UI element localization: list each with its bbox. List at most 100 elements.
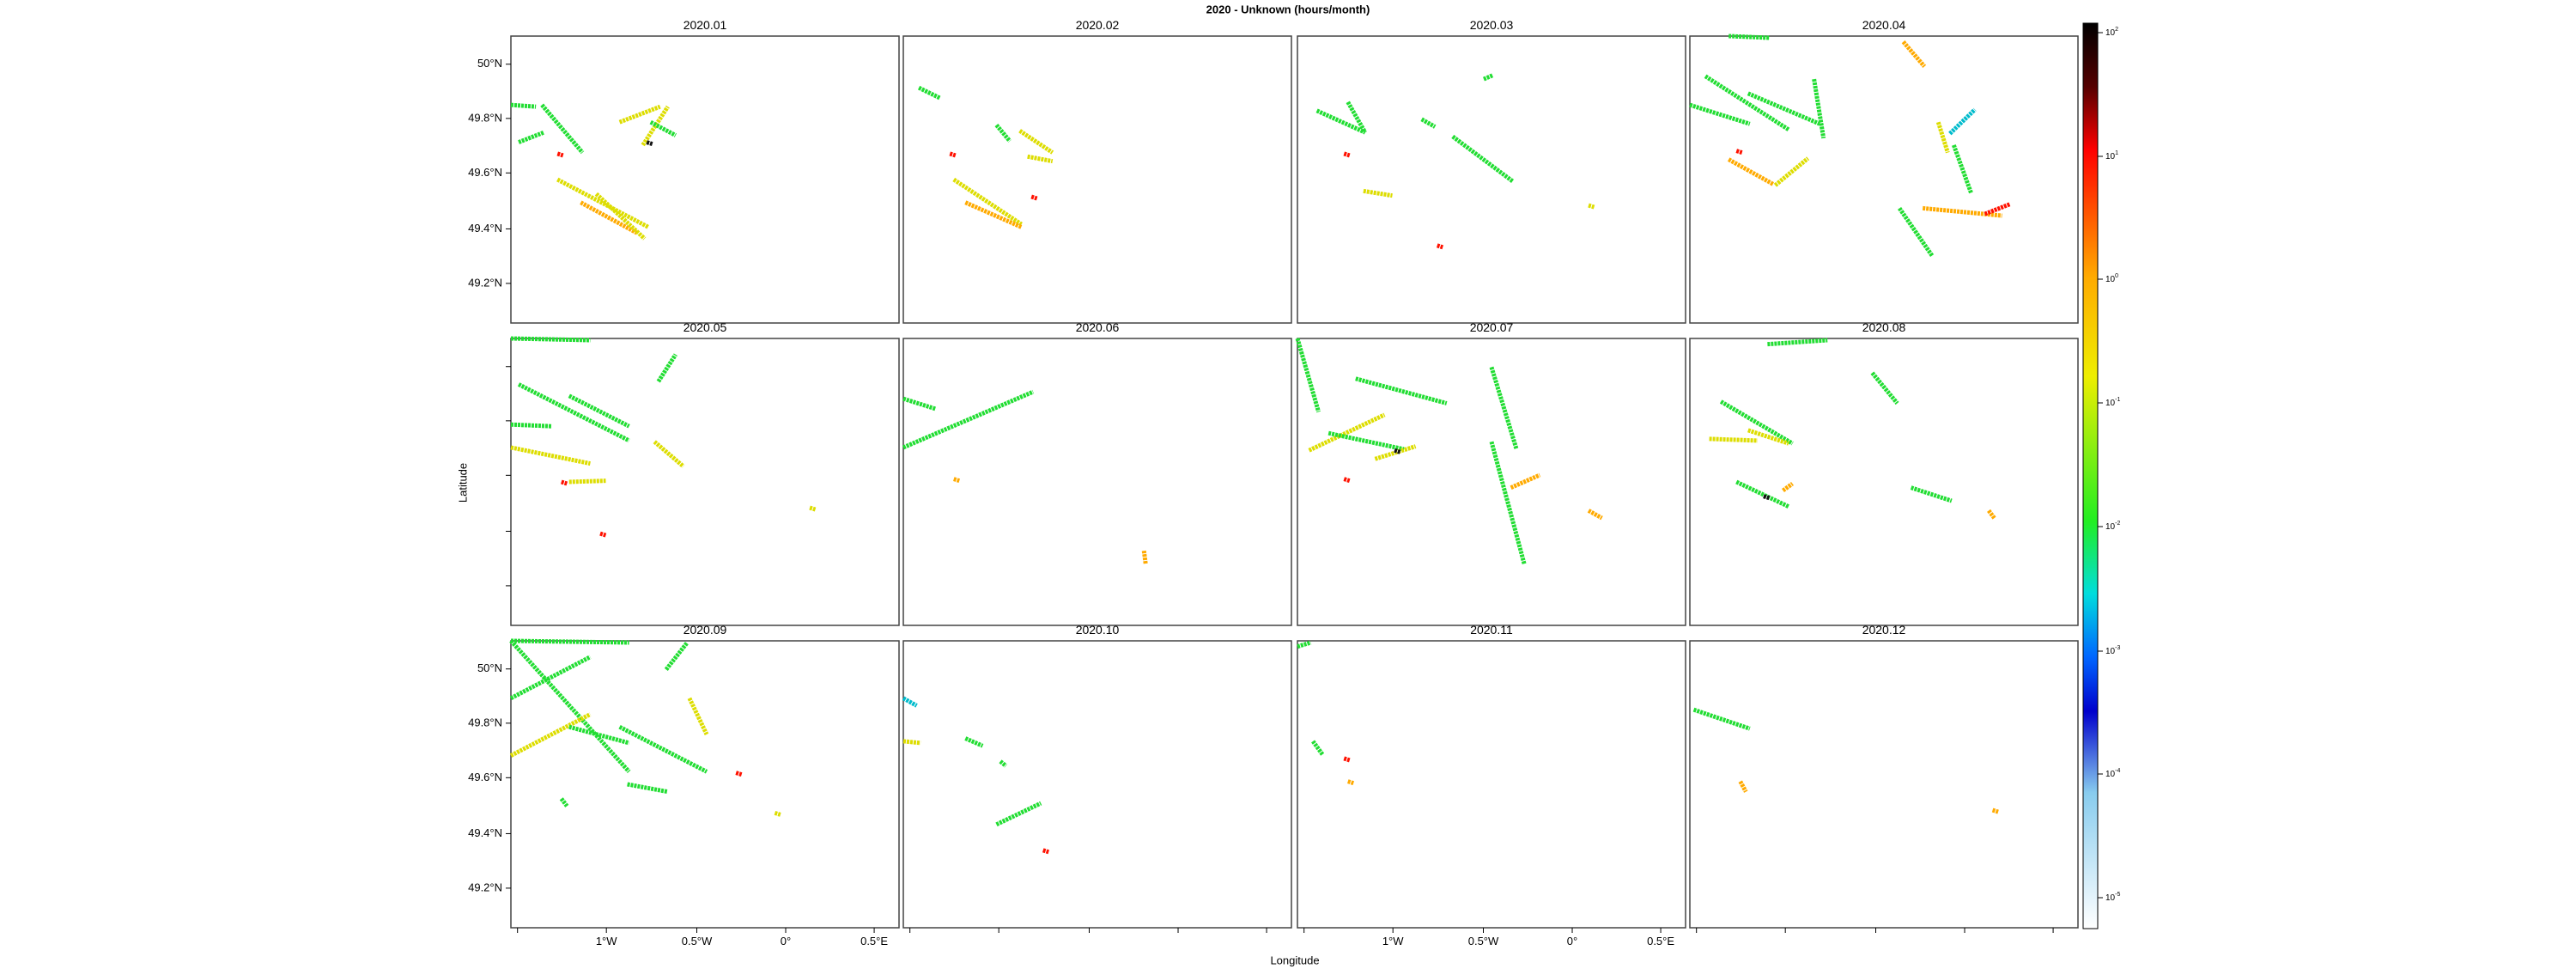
vessel-track	[1295, 338, 1321, 413]
vessel-track	[1489, 366, 1519, 450]
colorbar-label: 10-5	[2105, 892, 2120, 903]
vessel-track	[1984, 202, 2011, 216]
vessel-track	[1767, 338, 1828, 347]
vessel-track	[568, 724, 630, 746]
panel-title: 2020.05	[683, 320, 727, 334]
panel-frame	[1689, 640, 2079, 929]
vessel-track	[1394, 448, 1401, 454]
colorbar-label-base: 10	[2105, 28, 2116, 38]
vessel-track	[1327, 430, 1405, 452]
vessel-track	[1311, 740, 1325, 756]
colorbar-label-base: 10	[2105, 522, 2116, 532]
vessel-track	[902, 389, 1035, 450]
panel-frame	[1297, 35, 1686, 324]
vessel-track	[646, 140, 653, 146]
vessel-track	[964, 736, 984, 748]
vessel-track	[774, 811, 781, 817]
vessel-track	[1018, 129, 1054, 155]
x-tick-label: 1°W	[1382, 935, 1404, 948]
vessel-track	[1489, 441, 1527, 565]
y-tick-label: 49.8°N	[468, 111, 502, 124]
vessel-track	[1343, 756, 1351, 763]
panel-title: 2020.03	[1470, 18, 1514, 32]
panel-title: 2020.09	[683, 623, 727, 637]
vessel-track	[1727, 157, 1775, 186]
vessel-track	[1027, 154, 1054, 164]
colorbar-label-base: 10	[2105, 893, 2116, 903]
vessel-track	[1763, 494, 1771, 501]
y-tick-label: 49.6°N	[468, 166, 502, 179]
panel-frame	[1297, 338, 1686, 626]
vessel-track	[1347, 779, 1355, 786]
panel: 2020.10	[902, 623, 1292, 933]
vessel-track	[1689, 102, 1751, 126]
vessel-track	[1782, 481, 1794, 493]
y-tick-label: 50°N	[477, 57, 502, 70]
colorbar-label-exp: -3	[2115, 645, 2120, 651]
panel: 2020.05	[506, 320, 900, 626]
vessel-track	[649, 119, 677, 137]
vessel-track	[1355, 376, 1448, 405]
x-tick-label: 0.5°W	[682, 935, 713, 948]
panel-frame	[1689, 338, 2079, 626]
vessel-track	[1735, 479, 1790, 509]
panel-title: 2020.02	[1076, 18, 1120, 32]
y-tick-label: 49.4°N	[468, 222, 502, 235]
x-tick-label: 0.5°E	[1647, 935, 1674, 948]
vessel-track	[1587, 509, 1603, 521]
colorbar-label-base: 10	[2105, 275, 2116, 284]
colorbar-label-exp: 2	[2115, 27, 2118, 33]
x-tick-label: 0.5°E	[860, 935, 888, 948]
colorbar-label-base: 10	[2105, 647, 2116, 656]
vessel-track	[1948, 107, 1977, 136]
vessel-track	[518, 130, 545, 144]
vessel-track	[1510, 472, 1541, 490]
vessel-track	[618, 104, 661, 125]
colorbar-label: 10-2	[2105, 521, 2120, 532]
vessel-track	[1709, 436, 1758, 443]
panel-title: 2020.07	[1470, 320, 1514, 334]
x-tick-label: 0°	[781, 935, 791, 948]
vessel-track	[1747, 428, 1789, 446]
panel: 2020.01 50°N 49.8°N 49.6°N 49.4°N 49.2°N	[468, 18, 900, 324]
panel-frame	[510, 640, 900, 929]
vessel-track	[999, 759, 1008, 768]
panel: 2020.02	[902, 18, 1292, 324]
vessel-track	[510, 638, 629, 645]
vessel-track	[1987, 509, 1996, 520]
colorbar-label-exp: -4	[2115, 768, 2120, 774]
panel: 2020.04	[1689, 18, 2079, 324]
vessel-track	[1952, 144, 1973, 194]
vessel-track	[510, 336, 591, 343]
vessel-track	[509, 655, 592, 701]
vessel-track	[540, 103, 585, 155]
vessel-track	[1898, 206, 1935, 258]
vessel-track	[1343, 477, 1351, 484]
vessel-track	[510, 445, 591, 466]
vessel-track	[1315, 108, 1366, 135]
figure-title: 2020 - Unknown (hours/month)	[1206, 3, 1370, 15]
panel-title: 2020.10	[1076, 623, 1120, 637]
panel-title: 2020.01	[683, 18, 727, 32]
x-tick-label: 0°	[1567, 935, 1577, 948]
vessel-track	[594, 192, 647, 241]
vessel-track	[1346, 101, 1368, 134]
vessel-track	[1773, 156, 1810, 187]
vessel-track	[1935, 121, 1950, 154]
vessel-track	[1588, 203, 1595, 210]
y-axis-label: Latitude	[456, 463, 469, 503]
panel-title: 2020.08	[1862, 320, 1906, 334]
panel-title: 2020.11	[1470, 623, 1513, 637]
vessel-track	[1343, 151, 1351, 158]
y-tick-label: 49.6°N	[468, 771, 502, 783]
x-tick-label: 0.5°W	[1468, 935, 1499, 948]
vessel-track	[917, 85, 941, 101]
vessel-track	[687, 697, 709, 735]
vessel-track	[1910, 485, 1953, 503]
colorbar-label-exp: 1	[2115, 150, 2118, 156]
vessel-track	[994, 123, 1012, 143]
vessel-track	[1991, 807, 1999, 814]
vessel-track	[995, 801, 1042, 827]
y-tick-label: 49.4°N	[468, 826, 502, 839]
